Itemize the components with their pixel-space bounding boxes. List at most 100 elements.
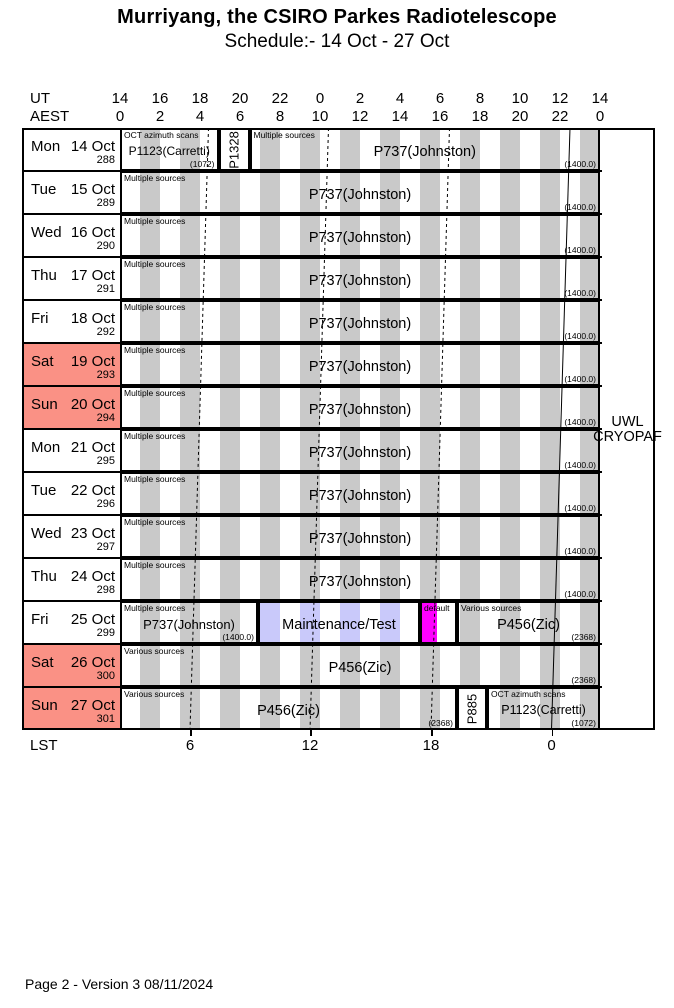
day-name-label: Mon [31,138,61,155]
block-main-label: P737(Johnston) [308,488,412,504]
block-kind-label: Multiple sources [124,474,186,484]
project-code-vertical: P1328 [226,130,242,169]
day-date-label: 22 Oct [70,482,115,499]
day-date-label: 20 Oct [70,396,115,413]
schedule-block: Multiple sources P737(Johnston) (1400.0) [120,429,600,472]
aest-tick: 8 [275,108,285,125]
ut-tick: 12 [551,90,569,107]
schedule-block: Multiple sources P737(Johnston) (1400.0) [120,171,600,214]
day-cell: Wed 23 Oct 297 [23,515,120,558]
receiver-column-top-border [600,128,655,130]
row-border [22,299,602,301]
aest-tick: 16 [431,108,449,125]
row-border [22,600,602,602]
day-of-year-label: 295 [96,455,115,467]
ut-tick: 16 [151,90,169,107]
aest-tick: 0 [115,108,125,125]
block-main-label: P737(Johnston) [143,617,235,632]
ut-tick: 8 [475,90,485,107]
day-name-label: Sat [31,654,54,671]
schedule-block: Multiple sources P737(Johnston) (1400.0) [249,128,600,171]
day-of-year-label: 301 [96,713,115,725]
aest-tick: 6 [235,108,245,125]
block-note-label: (1400.0) [564,331,596,341]
day-cell: Thu 17 Oct 291 [23,257,120,300]
ut-tick: 6 [435,90,445,107]
day-of-year-label: 298 [96,584,115,596]
day-date-label: 14 Oct [70,138,115,155]
block-main-label: P737(Johnston) [308,187,412,203]
lst-tick-number: 12 [301,737,319,754]
schedule-block: OCT azimuth scans P1123(Carretti) (1072) [120,128,219,171]
day-date-label: 17 Oct [70,267,115,284]
day-of-year-label: 297 [96,541,115,553]
day-name-label: Wed [31,525,62,542]
block-note-label: (1400.0) [222,632,254,642]
day-of-year-label: 289 [96,197,115,209]
block-note-label: (1400.0) [564,589,596,599]
block-note-label: (1400.0) [564,546,596,556]
aest-tick: 0 [595,108,605,125]
block-main-label: P456(Zic) [497,617,560,633]
day-cell: Thu 24 Oct 298 [23,558,120,601]
row-border [22,514,602,516]
receiver-label: UWL CRYOPAF [593,414,662,445]
row-border [22,686,602,688]
day-of-year-label: 294 [96,412,115,424]
block-kind-label: Multiple sources [124,603,186,613]
block-note-label: (1072) [189,159,215,169]
block-kind-label: Multiple sources [124,560,186,570]
day-date-label: 23 Oct [70,525,115,542]
block-kind-label: default [424,603,450,613]
schedule-block: Multiple sources P737(Johnston) (1400.0) [120,558,600,601]
aest-tick: 18 [471,108,489,125]
day-date-label: 18 Oct [70,310,115,327]
schedule-block: Multiple sources P737(Johnston) (1400.0) [120,472,600,515]
block-kind-label: Multiple sources [124,517,186,527]
day-cell: Sat 19 Oct 293 [23,343,120,386]
block-kind-label: Multiple sources [253,130,315,140]
receiver-line2: CRYOPAF [593,429,662,445]
day-date-label: 15 Oct [70,181,115,198]
block-kind-label: Multiple sources [124,388,186,398]
aest-tick: 14 [391,108,409,125]
day-cell: Tue 22 Oct 296 [23,472,120,515]
maintenance-stripe [340,603,360,642]
block-kind-label: Multiple sources [124,173,186,183]
day-name-label: Tue [31,482,57,499]
day-name-label: Thu [31,568,57,585]
schedule-block: Multiple sources P737(Johnston) (1400.0) [120,343,600,386]
block-note-label: (1400.0) [564,503,596,513]
block-note-label: (1400.0) [564,245,596,255]
schedule-block: P1328 [218,128,250,171]
block-main-label: P456(Zic) [257,703,320,719]
receiver-line1: UWL [611,414,644,430]
day-name-label: Mon [31,439,61,456]
project-code-vertical: P885 [464,693,480,724]
ut-tick: 2 [355,90,365,107]
day-cell: Fri 18 Oct 292 [23,300,120,343]
block-note-label: (1400.0) [564,288,596,298]
lst-tick-mark [310,730,312,736]
block-note-label: (2368) [571,632,596,642]
block-note-label: (1400.0) [564,374,596,384]
block-main-label: P737(Johnston) [308,359,412,375]
day-cell: Sat 26 Oct 300 [23,644,120,687]
day-date-label: 24 Oct [70,568,115,585]
schedule-block: default [420,601,457,644]
aest-tick: 2 [155,108,165,125]
day-name-label: Tue [31,181,57,198]
day-cell: Wed 16 Oct 290 [23,214,120,257]
block-kind-label: Multiple sources [124,216,186,226]
day-name-label: Sun [31,697,58,714]
lst-tick-number: 6 [185,737,195,754]
lst-tick-number: 0 [547,737,556,754]
receiver-column-bottom-border [600,728,655,730]
schedule-block: Multiple sources P737(Johnston) (1400.0) [120,515,600,558]
ut-tick: 14 [111,90,129,107]
aest-tick: 20 [511,108,529,125]
row-border [22,428,602,430]
block-main-label: P737(Johnston) [308,402,412,418]
block-note-label: (1400.0) [564,417,596,427]
